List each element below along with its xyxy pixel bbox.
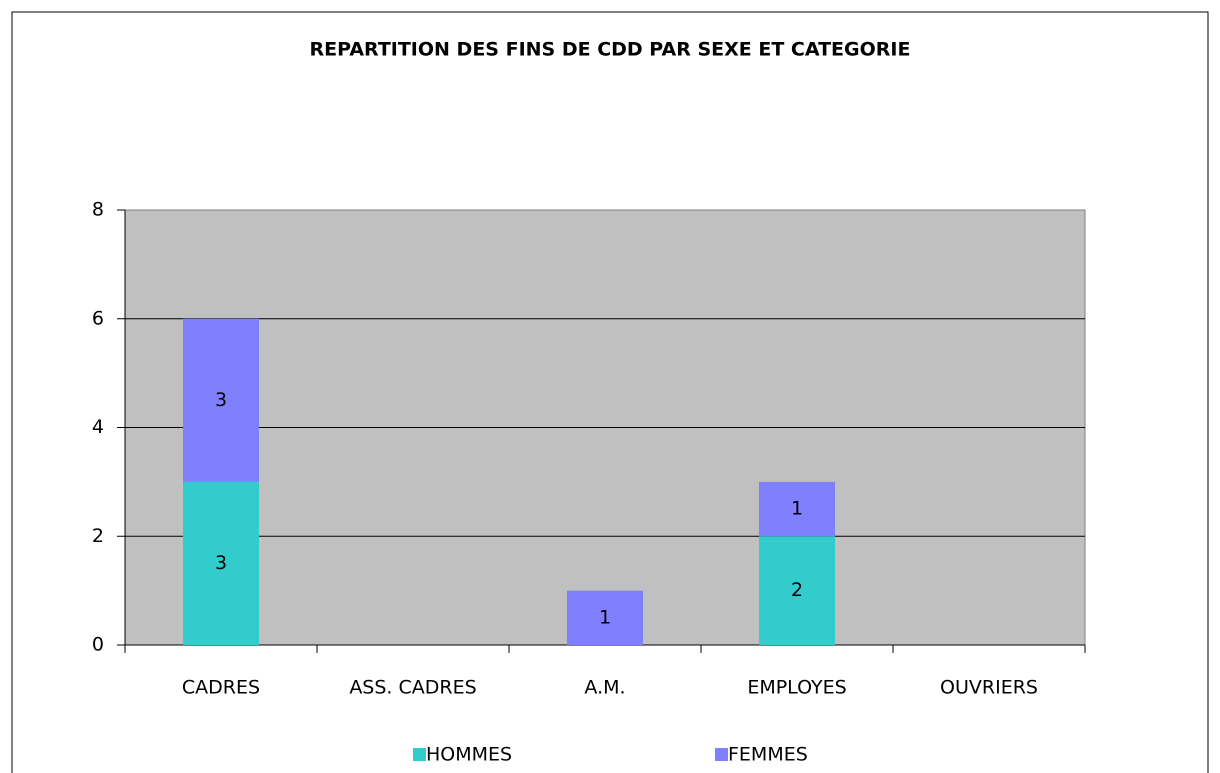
data-label: 1 [791,498,803,520]
bar-segment [759,536,835,645]
legend-swatch [715,748,728,761]
legend-label: FEMMES [728,744,808,766]
data-label: 2 [791,579,803,601]
y-tick-label: 8 [92,199,104,221]
bar-segment [183,318,259,482]
x-tick-label: OUVRIERS [940,677,1038,699]
chart-title: REPARTITION DES FINS DE CDD PAR SEXE ET … [310,39,911,61]
bar-segment [759,481,835,537]
x-tick-label: CADRES [182,677,260,699]
data-label: 1 [599,606,611,628]
x-tick-label: ASS. CADRES [349,677,476,699]
data-label: 3 [215,389,227,411]
bar-segment [567,590,643,645]
y-tick-label: 6 [92,307,104,329]
y-tick-label: 2 [92,525,104,547]
y-tick-label: 4 [92,416,104,438]
bar-segment [183,481,259,645]
legend-label: HOMMES [426,744,512,766]
x-tick-label: EMPLOYES [747,677,846,699]
data-label: 3 [215,552,227,574]
legend-swatch [413,748,426,761]
x-tick-label: A.M. [584,677,625,699]
y-tick-label: 0 [92,634,104,656]
